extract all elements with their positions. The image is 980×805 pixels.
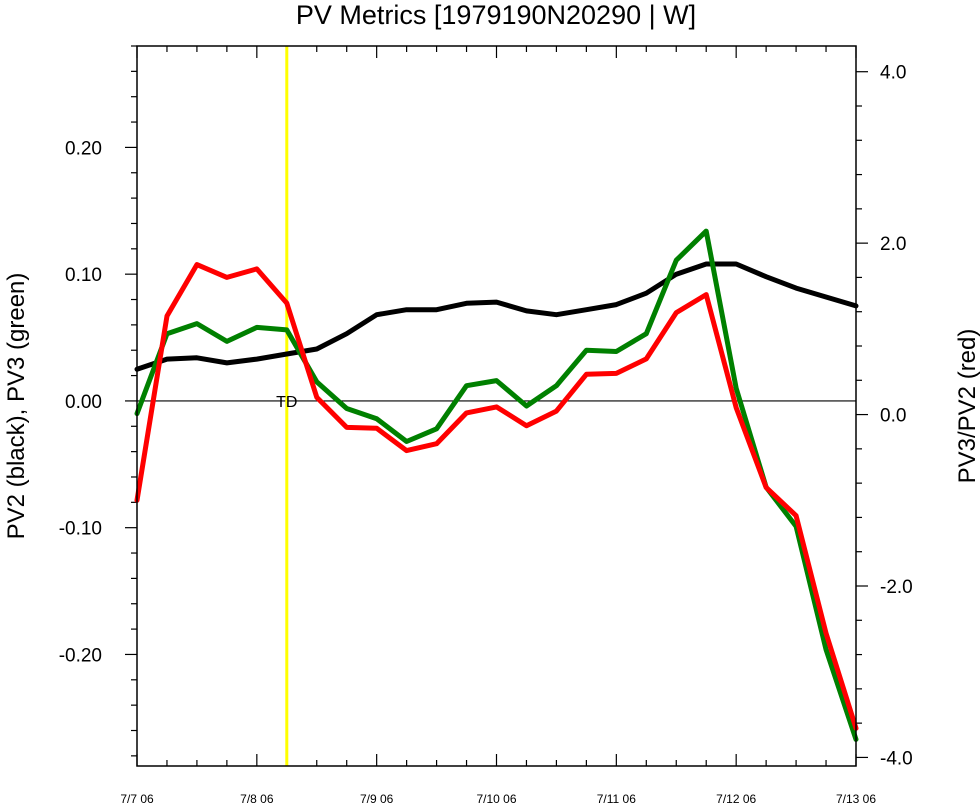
plot-frame [136,45,857,767]
left-tick-label: 0.00 [65,392,102,413]
x-tick-label: 7/9 06 [360,792,394,805]
plot-area: TD [134,46,859,766]
left-axis-label: PV2 (black), PV3 (green) [3,273,30,540]
event-marker-label: TD [276,394,297,411]
left-tick-label: -0.20 [59,645,102,666]
left-tick-label: -0.10 [59,519,102,540]
x-tick-label: 7/12 06 [716,792,756,805]
x-tick-label: 7/8 06 [240,792,274,805]
tick-labels: 7/7 06 7/8 06 7/9 06 7/10 06 7/11 06 7/12 06 7… [59,63,913,805]
pv2-series-line [134,261,859,372]
pv3-series-line [134,228,859,742]
pv3-pv2-ratio-line [134,262,859,731]
right-tick-label: -4.0 [880,748,913,769]
left-tick-label: 0.20 [65,138,102,159]
chart-title: PV Metrics [1979190N20290 | W] [296,0,696,30]
right-tick-label: 2.0 [880,234,906,255]
right-axis-label: PV3/PV2 (red) [954,329,980,484]
x-tick-label: 7/11 06 [597,792,636,805]
right-tick-label: -2.0 [880,577,913,598]
x-tick-label: 7/13 06 [836,792,876,805]
left-tick-label: 0.10 [65,265,102,286]
x-tick-label: 7/10 06 [476,792,516,805]
right-tick-label: 4.0 [880,63,906,84]
right-tick-label: 0.0 [880,406,906,427]
x-tick-label: 7/7 06 [120,792,154,805]
